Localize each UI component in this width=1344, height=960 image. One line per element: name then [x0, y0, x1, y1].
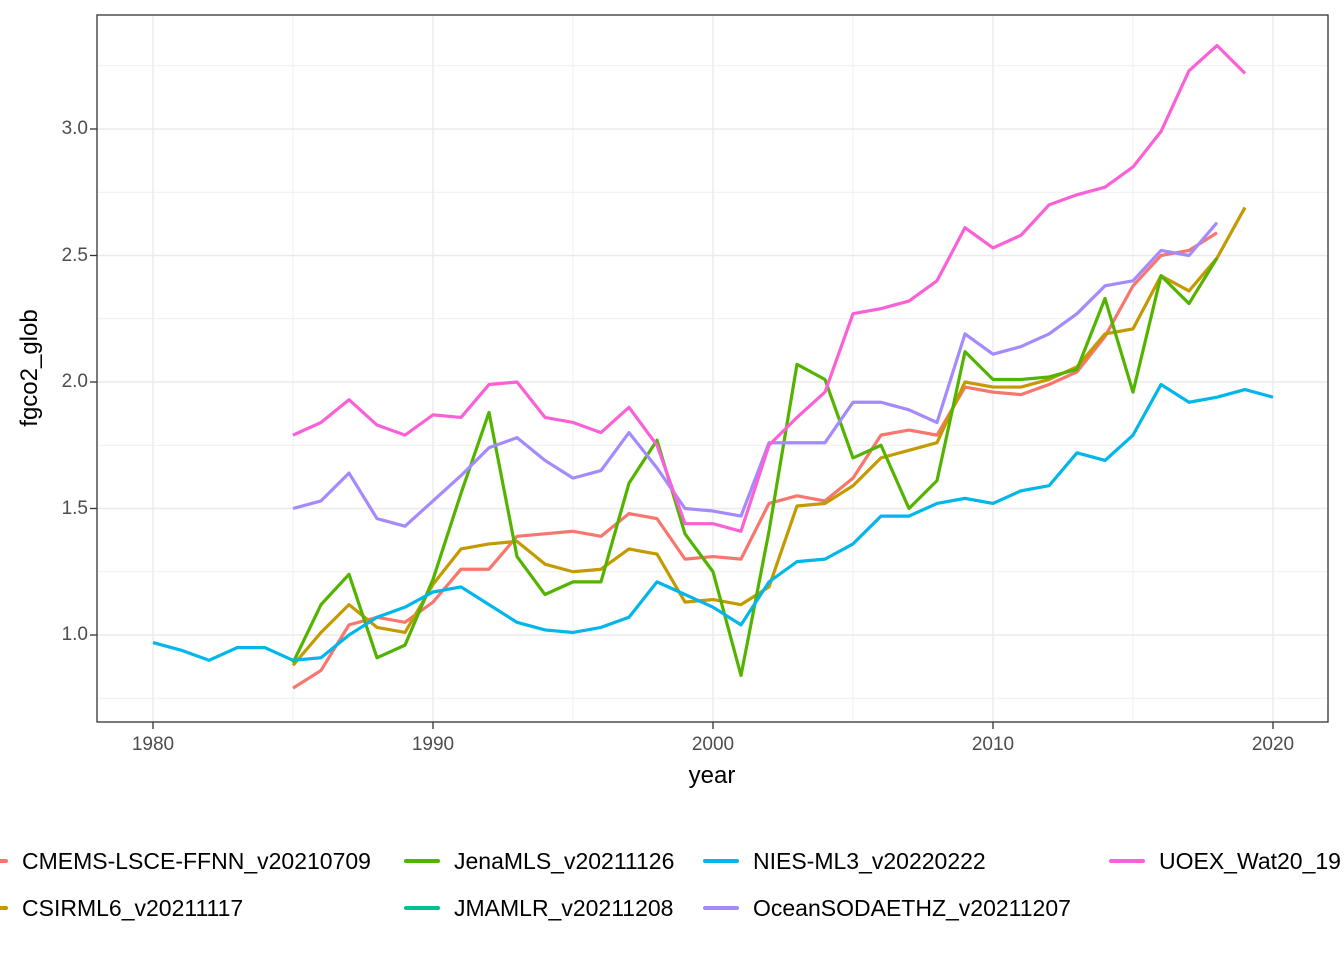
legend-key-line-icon	[0, 859, 8, 863]
legend-key-line-icon	[703, 859, 739, 863]
series-line-uoex-wat20-19	[292, 43, 1247, 533]
legend-label: CSIRML6_v20211117	[22, 895, 244, 921]
y-axis-title: fgco2_glob	[16, 309, 43, 427]
x-axis-tick-label: 1980	[131, 734, 175, 755]
legend-label: JenaMLS_v20211126	[454, 848, 675, 874]
legend-key-line-icon	[404, 859, 440, 863]
legend-label: CMEMS-LSCE-FFNN_v20210709	[22, 848, 371, 874]
legend-key-line-icon	[0, 906, 8, 910]
legend-label: OceanSODAETHZ_v20211207	[753, 895, 1071, 921]
series-line-csirml6-v20211117	[291, 206, 1247, 667]
y-axis-tick-label: 3.0	[61, 118, 88, 139]
y-axis-tick-label: 1.5	[61, 497, 88, 519]
legend-label: UOEX_Wat20_19	[1159, 848, 1341, 874]
series-line-cmems-lsce-ffnn-v20210709	[292, 231, 1218, 690]
legend-label: NIES-ML3_v20220222	[753, 848, 986, 874]
y-axis-tick-label: 2.0	[61, 371, 88, 392]
x-axis-tick-label: 2020	[1251, 734, 1295, 755]
y-axis-tick-label: 2.5	[61, 244, 88, 266]
legend-key-line-icon	[703, 906, 739, 910]
x-axis-tick-label: 1990	[411, 734, 455, 755]
legend-key-line-icon	[404, 906, 440, 910]
x-axis-tick-label: 2010	[971, 734, 1015, 755]
series-line-oceansodaethz-v20211207	[292, 221, 1219, 528]
y-axis-tick-label: 1.0	[61, 624, 88, 645]
plot-area	[90, 14, 1329, 729]
legend-key-line-icon	[1109, 859, 1145, 863]
legend-label: JMAMLR_v20211208	[454, 895, 674, 921]
series-line-nies-ml3-v20220222	[152, 382, 1274, 662]
x-axis-tick-label: 2000	[691, 734, 735, 755]
x-axis-title: year	[688, 762, 736, 789]
